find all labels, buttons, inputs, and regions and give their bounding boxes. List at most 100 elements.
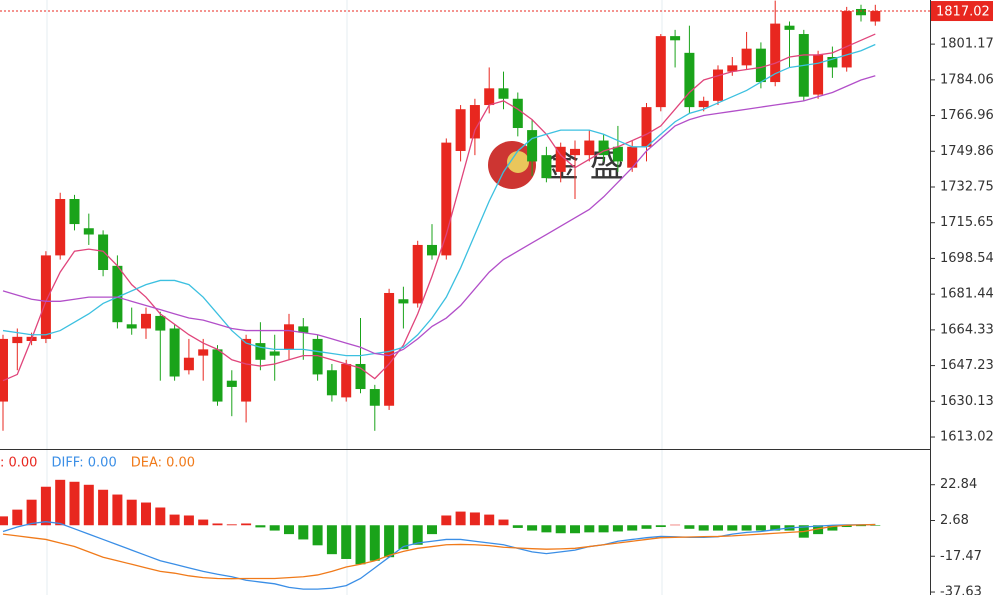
- macd-bar: [384, 525, 395, 558]
- y-tick-label: 1766.96: [940, 108, 994, 123]
- candle-body: [512, 98, 523, 129]
- macd-bar: [269, 525, 280, 531]
- candle-body: [355, 363, 366, 390]
- y-tick-label: 1630.13: [940, 394, 994, 409]
- candle-body: [856, 8, 866, 16]
- macd-bar: [241, 523, 252, 526]
- candle-body: [255, 343, 266, 360]
- indicator-line: [2, 521, 876, 590]
- macd-bar: [112, 494, 123, 526]
- candle-body: [341, 363, 352, 398]
- candle-body: [727, 65, 738, 72]
- macd-legend: : 0.00 DIFF: 0.00 DEA: 0.00: [0, 456, 195, 471]
- indicator-line: [2, 75, 876, 357]
- candle-body: [69, 199, 80, 225]
- y-tick-label: 1801.17: [940, 37, 994, 52]
- candle-body: [684, 52, 695, 108]
- macd-bar: [541, 525, 552, 533]
- candle-body: [298, 326, 309, 333]
- macd-bar: [598, 525, 609, 533]
- macd-bar: [398, 525, 409, 550]
- macd-bar: [40, 486, 51, 526]
- candle-body: [312, 338, 323, 375]
- macd-bar: [455, 511, 466, 526]
- macd-bar: [655, 525, 666, 528]
- candle-body: [241, 338, 252, 402]
- candle-body: [698, 100, 709, 108]
- candle-body: [598, 140, 609, 156]
- macd-bar: [555, 525, 566, 534]
- last-price-box: [931, 1, 993, 22]
- macd-bar: [498, 519, 509, 526]
- macd-bar: [83, 484, 94, 526]
- macd-bar: [369, 525, 380, 561]
- macd-bar: [469, 512, 480, 526]
- legend-entry: DEA: 0.00: [131, 456, 195, 471]
- candle-body: [770, 23, 781, 83]
- y-tick-label: -17.47: [940, 549, 982, 564]
- y-tick-label: 2.68: [940, 513, 969, 528]
- candle-body: [126, 324, 137, 329]
- macd-bar: [641, 525, 652, 529]
- candle-body: [83, 228, 94, 235]
- macd-bar: [512, 525, 523, 528]
- macd-bar: [427, 525, 437, 535]
- macd-bar: [312, 525, 323, 546]
- candle-body: [813, 54, 824, 95]
- y-tick-label: 1784.06: [940, 72, 994, 87]
- y-tick-label: 1749.86: [940, 144, 994, 159]
- macd-bar: [155, 507, 166, 526]
- candle-body: [584, 140, 595, 156]
- macd-bar: [713, 525, 723, 531]
- candle-body: [641, 107, 652, 147]
- macd-bar: [183, 515, 194, 526]
- candle-body: [169, 328, 180, 377]
- candle-body: [212, 349, 223, 402]
- candle-body: [484, 88, 495, 106]
- y-tick-label: 22.84: [940, 477, 977, 492]
- candle-body: [655, 36, 666, 108]
- macd-bar: [12, 509, 23, 526]
- candle-body: [870, 11, 881, 22]
- macd-bar: [870, 525, 881, 526]
- candle-body: [784, 25, 795, 30]
- last-price-label: 1817.02: [936, 5, 990, 20]
- logo-coin: [507, 151, 529, 173]
- candle-body: [198, 349, 209, 356]
- candle-body: [155, 315, 166, 331]
- macd-bar: [412, 525, 423, 545]
- indicator-line: [2, 43, 876, 357]
- candle-body: [269, 351, 280, 356]
- candle-body: [284, 324, 294, 350]
- macd-bar: [841, 525, 852, 528]
- candle-body: [183, 357, 194, 371]
- macd-bar: [341, 525, 352, 559]
- macd-bar: [226, 524, 237, 526]
- candle-body: [12, 336, 23, 344]
- indicator-line: [2, 33, 876, 382]
- macd-bar: [169, 514, 180, 526]
- candle-body: [627, 146, 638, 168]
- macd-bar: [684, 525, 695, 529]
- candle-body: [112, 265, 123, 323]
- macd-bar: [55, 479, 66, 526]
- macd-bar: [441, 515, 452, 526]
- candle-body: [369, 389, 380, 406]
- macd-bar: [584, 525, 595, 533]
- macd-bar: [26, 499, 37, 526]
- candle-body: [326, 370, 337, 396]
- macd-bar: [741, 525, 752, 531]
- candle-body: [455, 109, 466, 151]
- macd-bar: [355, 525, 366, 565]
- macd-bar: [141, 502, 151, 526]
- candle-body: [612, 146, 623, 162]
- candle-body: [527, 130, 538, 162]
- candle-body: [841, 11, 852, 68]
- candle-body: [412, 244, 423, 304]
- candle-body: [469, 105, 480, 139]
- candle-body: [98, 234, 109, 271]
- macd-bar: [856, 525, 866, 527]
- candle-body: [441, 142, 452, 256]
- macd-bar: [727, 525, 738, 531]
